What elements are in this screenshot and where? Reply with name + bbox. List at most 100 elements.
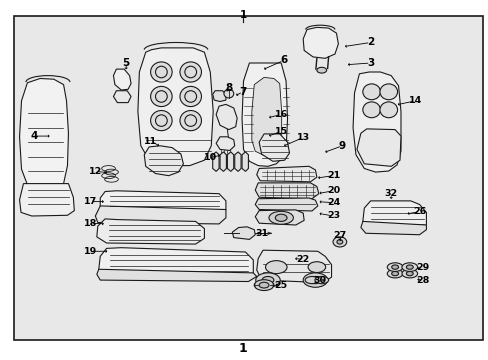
Polygon shape xyxy=(113,69,131,90)
Polygon shape xyxy=(20,184,74,216)
Ellipse shape xyxy=(180,111,201,131)
Polygon shape xyxy=(227,152,233,171)
Text: 22: 22 xyxy=(296,255,309,264)
Text: 2: 2 xyxy=(366,37,373,48)
Ellipse shape xyxy=(391,271,398,276)
Text: 15: 15 xyxy=(274,127,287,136)
Polygon shape xyxy=(97,219,204,244)
Ellipse shape xyxy=(180,62,201,82)
Polygon shape xyxy=(212,152,219,171)
Polygon shape xyxy=(97,269,256,282)
Polygon shape xyxy=(100,191,225,214)
Polygon shape xyxy=(232,227,255,239)
Text: 29: 29 xyxy=(415,263,429,271)
Text: 25: 25 xyxy=(274,281,287,290)
Text: 16: 16 xyxy=(274,110,287,119)
Ellipse shape xyxy=(305,276,318,284)
Polygon shape xyxy=(255,183,318,199)
Text: 30: 30 xyxy=(313,276,326,284)
Polygon shape xyxy=(144,146,183,176)
Ellipse shape xyxy=(255,273,280,287)
Polygon shape xyxy=(303,27,338,58)
Polygon shape xyxy=(113,91,131,103)
Polygon shape xyxy=(362,201,426,231)
Text: 27: 27 xyxy=(332,231,346,240)
Ellipse shape xyxy=(401,269,417,278)
Text: 14: 14 xyxy=(408,96,422,105)
Text: 8: 8 xyxy=(225,83,232,93)
Polygon shape xyxy=(256,166,316,182)
Ellipse shape xyxy=(379,84,397,100)
Text: 10: 10 xyxy=(203,153,216,162)
Ellipse shape xyxy=(362,102,380,118)
Ellipse shape xyxy=(150,62,172,82)
Ellipse shape xyxy=(362,84,380,100)
Polygon shape xyxy=(212,91,225,102)
Text: 7: 7 xyxy=(239,87,246,97)
Polygon shape xyxy=(220,152,226,171)
Text: 28: 28 xyxy=(415,276,429,284)
Polygon shape xyxy=(255,210,304,225)
Text: 20: 20 xyxy=(326,186,339,195)
Text: 24: 24 xyxy=(326,198,340,207)
Ellipse shape xyxy=(265,261,286,274)
Polygon shape xyxy=(256,250,331,283)
Text: 21: 21 xyxy=(326,171,340,180)
Polygon shape xyxy=(356,129,400,166)
Text: 17: 17 xyxy=(83,197,97,206)
Ellipse shape xyxy=(379,102,397,118)
Text: 6: 6 xyxy=(280,55,286,66)
Ellipse shape xyxy=(180,86,201,107)
Ellipse shape xyxy=(303,273,327,287)
Ellipse shape xyxy=(150,111,172,131)
Polygon shape xyxy=(255,198,317,211)
Text: 32: 32 xyxy=(384,189,397,198)
Text: 9: 9 xyxy=(338,141,345,151)
Polygon shape xyxy=(259,134,289,161)
Polygon shape xyxy=(216,137,234,150)
Ellipse shape xyxy=(268,211,293,224)
Polygon shape xyxy=(20,78,68,191)
Text: 1: 1 xyxy=(238,342,247,355)
Text: 11: 11 xyxy=(143,136,157,145)
Text: 1: 1 xyxy=(239,10,246,21)
Text: 18: 18 xyxy=(83,219,97,228)
Ellipse shape xyxy=(386,263,402,271)
Text: 23: 23 xyxy=(326,211,339,220)
Polygon shape xyxy=(360,221,426,235)
Text: 26: 26 xyxy=(412,207,426,216)
Ellipse shape xyxy=(259,282,268,288)
Polygon shape xyxy=(251,77,281,156)
Ellipse shape xyxy=(386,269,402,278)
Ellipse shape xyxy=(275,214,286,221)
Ellipse shape xyxy=(401,263,417,271)
Text: 12: 12 xyxy=(88,167,102,176)
Polygon shape xyxy=(138,48,213,166)
Polygon shape xyxy=(99,248,253,278)
Text: 19: 19 xyxy=(83,247,97,256)
Polygon shape xyxy=(242,152,248,171)
Ellipse shape xyxy=(406,265,412,269)
Ellipse shape xyxy=(332,237,346,247)
Polygon shape xyxy=(242,63,287,166)
Ellipse shape xyxy=(254,280,273,291)
Polygon shape xyxy=(234,152,241,171)
Ellipse shape xyxy=(307,262,325,273)
Polygon shape xyxy=(216,104,237,130)
Polygon shape xyxy=(95,206,225,224)
Ellipse shape xyxy=(309,276,321,284)
Ellipse shape xyxy=(224,89,233,98)
Ellipse shape xyxy=(262,276,273,284)
Text: 31: 31 xyxy=(255,229,267,238)
Text: 3: 3 xyxy=(366,58,373,68)
Ellipse shape xyxy=(406,271,412,276)
Polygon shape xyxy=(352,72,400,172)
Text: 4: 4 xyxy=(30,131,38,141)
Ellipse shape xyxy=(316,67,326,73)
Ellipse shape xyxy=(391,265,398,269)
Ellipse shape xyxy=(314,276,328,284)
Ellipse shape xyxy=(150,86,172,107)
Text: 13: 13 xyxy=(296,133,309,142)
Ellipse shape xyxy=(336,240,342,244)
Text: 5: 5 xyxy=(122,58,129,68)
